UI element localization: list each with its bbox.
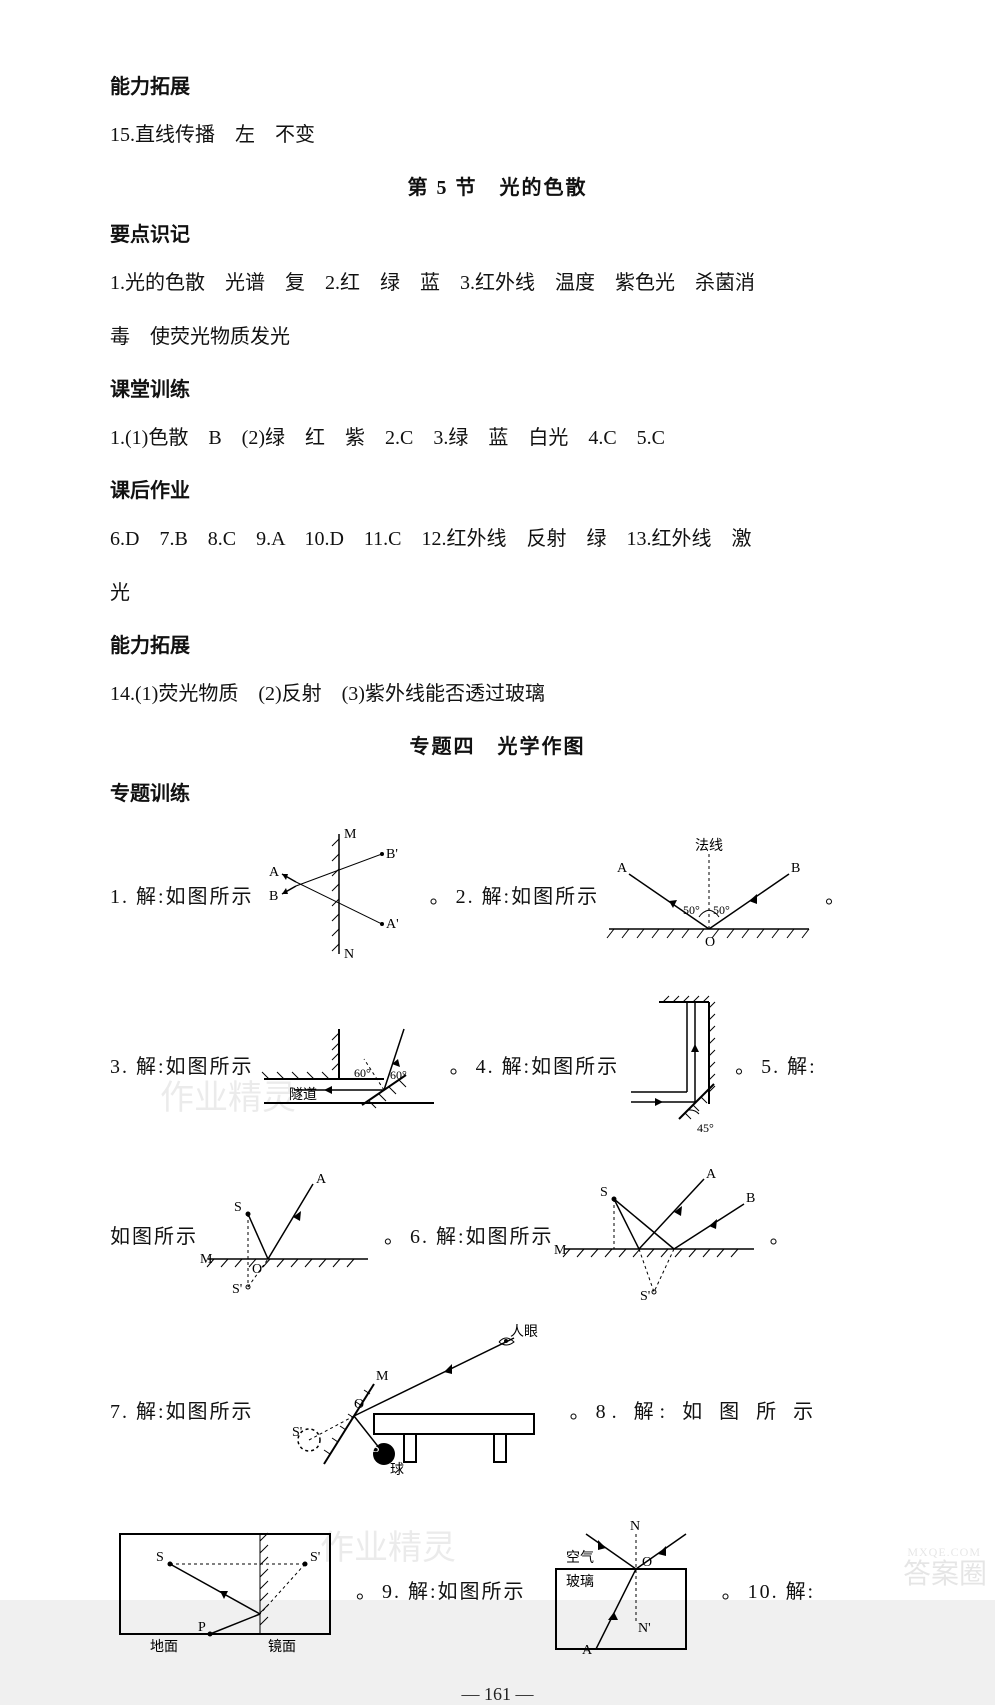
d9-air: 空气 (566, 1550, 594, 1566)
d8-S: S (156, 1550, 164, 1565)
d2-b50: 50° (713, 903, 730, 917)
d2-label: 2. 解:如图所示 (456, 880, 600, 909)
hw-line2: 光 (110, 575, 885, 611)
d6-B: B (746, 1191, 755, 1206)
d3-label: 3. 解:如图所示 (110, 1050, 254, 1079)
d2-A: A (617, 861, 628, 876)
d8-label: 8. 解: 如 图 所 示 (596, 1395, 820, 1424)
d6-A: A (706, 1167, 717, 1182)
d9-period: 。 (722, 1575, 742, 1604)
diagram-3: 隧道 (254, 1009, 444, 1119)
d8-ground: 地面 (150, 1639, 178, 1655)
d5-S: S (234, 1200, 242, 1215)
d9-O: O (642, 1555, 652, 1570)
d5-period: 。 (384, 1220, 404, 1249)
d3-a60: 60° (354, 1066, 371, 1080)
d1-N: N (344, 947, 354, 962)
diagram-row-1: 1. 解:如图所示 M N A B (110, 824, 885, 964)
d6-Sp: S' (640, 1289, 650, 1304)
d5-O: O (252, 1262, 262, 1277)
d2-O: O (705, 935, 715, 950)
d8-Sp: S' (310, 1550, 320, 1565)
d5-M: M (200, 1252, 213, 1267)
section-key-title: 要点识记 (110, 218, 885, 247)
d4-label: 4. 解:如图所示 (476, 1050, 620, 1079)
d4-a45: 45° (697, 1121, 714, 1135)
d3-b60: 60° (390, 1068, 407, 1082)
d1-B: B (269, 889, 278, 904)
key-line1: 1.光的色散 光谱 复 2.红 绿 蓝 3.红外线 温度 紫色光 杀菌消 (110, 265, 885, 301)
d9-A: A (582, 1643, 593, 1658)
d7-M: M (376, 1369, 389, 1384)
diagram-row-4: 7. 解:如图所示 M 球 S (110, 1324, 885, 1494)
d1-Bp: B' (386, 847, 398, 862)
d8-mirror: 镜面 (268, 1639, 296, 1655)
diagram-7: M 球 S S' O 人眼 (254, 1324, 564, 1494)
d8-period: 。 (356, 1575, 376, 1604)
d9-Np: N' (638, 1621, 651, 1636)
d1-period: 。 (430, 880, 450, 909)
d5-label: 5. 解: (761, 1050, 817, 1079)
topic-sub: 专题训练 (110, 777, 885, 806)
watermark-mxqe: MXQE.COM (907, 1545, 981, 1560)
diagram-8: S S' P 地面 镜面 (110, 1519, 350, 1659)
d3-period: 。 (450, 1050, 470, 1079)
diagram-6: M S S' A (554, 1164, 764, 1304)
topic-title: 专题四 光学作图 (110, 730, 885, 759)
page: 能力拓展 15.直线传播 左 不变 第 5 节 光的色散 要点识记 1.光的色散… (0, 0, 995, 1600)
d9-glass: 玻璃 (566, 1573, 594, 1590)
d10-label: 10. 解: (748, 1575, 816, 1604)
hw-line1: 6.D 7.B 8.C 9.A 10.D 11.C 12.红外线 反射 绿 13… (110, 521, 885, 557)
d5-cont: 如图所示 (110, 1220, 198, 1249)
diagram-row-3: 如图所示 M S S' (110, 1164, 885, 1304)
d6-label: 6. 解:如图所示 (410, 1220, 554, 1249)
d9-label: 9. 解:如图所示 (382, 1575, 526, 1604)
d1-label: 1. 解:如图所示 (110, 880, 254, 909)
diagram-9: 空气 玻璃 N O N' A (526, 1514, 716, 1664)
ability1-line: 15.直线传播 左 不变 (110, 117, 885, 153)
d1-M: M (344, 827, 357, 842)
chapter-title: 第 5 节 光的色散 (110, 171, 885, 200)
page-number-value: 161 (484, 1684, 511, 1704)
d8-P: P (198, 1620, 206, 1635)
diagram-row-2: 3. 解:如图所示 隧道 (110, 984, 885, 1144)
d1-Ap: A' (386, 917, 399, 932)
d1-A: A (269, 865, 280, 880)
d7-ball: 球 (390, 1462, 404, 1478)
section-hw-title: 课后作业 (110, 474, 885, 503)
diagram-5: M S S' O (198, 1169, 378, 1299)
section-ability1-title: 能力拓展 (110, 70, 885, 99)
d7-O: O (354, 1397, 364, 1412)
d5-A: A (316, 1172, 327, 1187)
section-ability2-title: 能力拓展 (110, 629, 885, 658)
d2-a50: 50° (683, 903, 700, 917)
d5-Sp: S' (232, 1282, 242, 1297)
diagram-1: M N A B B' (254, 824, 424, 964)
d7-period: 。 (570, 1395, 590, 1424)
diagram-4: 45° (619, 984, 729, 1144)
d6-S: S (600, 1185, 608, 1200)
diagram-row-5: S S' P 地面 镜面 。 9. 解:如图所示 (110, 1514, 885, 1664)
d7-eye: 人眼 (510, 1324, 538, 1340)
d2-period: 。 (825, 880, 845, 909)
d6-period: 。 (770, 1220, 790, 1249)
ability2-line: 14.(1)荧光物质 (2)反射 (3)紫外线能否透过玻璃 (110, 676, 885, 712)
diagram-2: 法线 A B O 50° 50° (599, 834, 819, 954)
page-number: — 161 — (110, 1684, 885, 1705)
d4-period: 。 (735, 1050, 755, 1079)
d7-label: 7. 解:如图所示 (110, 1395, 254, 1424)
d9-N: N (630, 1519, 640, 1534)
section-class-title: 课堂训练 (110, 373, 885, 402)
class-line: 1.(1)色散 B (2)绿 红 紫 2.C 3.绿 蓝 白光 4.C 5.C (110, 420, 885, 456)
d2-fa: 法线 (695, 838, 723, 854)
d2-B: B (791, 861, 800, 876)
d7-Sp: S' (292, 1425, 302, 1440)
d6-M: M (554, 1243, 567, 1258)
key-line2: 毒 使荧光物质发光 (110, 319, 885, 355)
